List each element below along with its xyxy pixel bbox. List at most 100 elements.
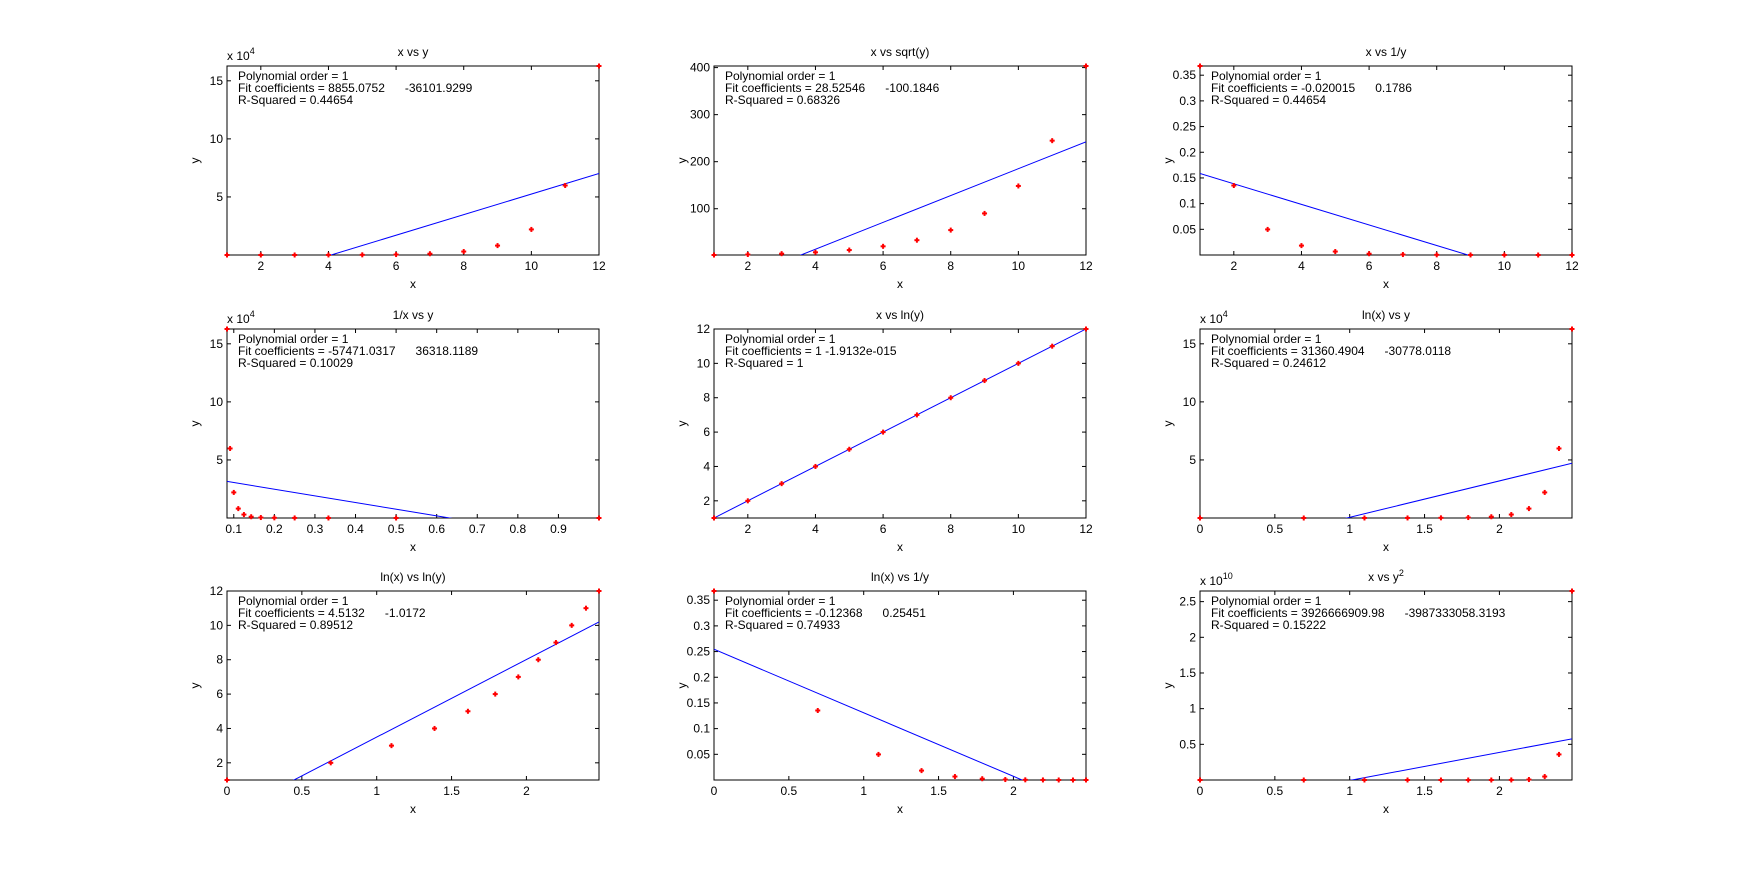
data-point bbox=[328, 760, 334, 766]
x-tick-label: 1 bbox=[373, 784, 380, 798]
y-tick-label: 4 bbox=[703, 459, 710, 473]
y-exponent-label: x 104 bbox=[227, 46, 255, 63]
exponent-base: x 10 bbox=[1200, 312, 1223, 326]
axes-box bbox=[1199, 65, 1573, 256]
x-tick-label: 0.9 bbox=[550, 522, 567, 536]
subplot-9: 0 0.5 1 1.5 2 0.5 1 1.5 2 2.5 x y x vs y2 x 1010 Polyn… bbox=[1161, 568, 1575, 816]
x-tick-label: 0.5 bbox=[1267, 522, 1284, 536]
data-point bbox=[875, 751, 881, 757]
fit-annotation-line: Polynomial order = 1 bbox=[1211, 332, 1322, 346]
exponent-base: x 10 bbox=[1200, 574, 1223, 588]
data-point bbox=[1231, 182, 1237, 188]
fit-annotation-line: Polynomial order = 1 bbox=[725, 332, 836, 346]
data-point bbox=[1508, 777, 1514, 783]
fit-line bbox=[799, 141, 1086, 255]
data-point bbox=[271, 515, 277, 521]
data-point bbox=[711, 252, 717, 258]
fit-annotation-line: R-Squared = 0.44654 bbox=[238, 93, 353, 107]
data-point bbox=[1488, 777, 1494, 783]
x-axis-label: x bbox=[410, 802, 416, 816]
fit-annotation-line: Fit coefficients = 3926666909.98 -398733… bbox=[1211, 606, 1506, 620]
y-tick-label: 300 bbox=[690, 108, 710, 122]
x-axis-label: x bbox=[410, 277, 416, 291]
x-tick-label: 8 bbox=[1433, 259, 1440, 273]
y-axis-label: y bbox=[675, 158, 689, 164]
y-tick-label: 0.1 bbox=[1179, 197, 1196, 211]
subplot-7: 0 0.5 1 1.5 2 2 4 6 8 10 12 x y ln(x) vs ln(y) Polynom… bbox=[188, 570, 602, 816]
data-point bbox=[1569, 588, 1575, 594]
data-point bbox=[1405, 515, 1411, 521]
y-tick-label: 5 bbox=[1189, 453, 1196, 467]
x-tick-label: 0 bbox=[711, 784, 718, 798]
fit-annotation-line: R-Squared = 0.89512 bbox=[238, 618, 353, 632]
data-point bbox=[982, 378, 988, 384]
data-point bbox=[914, 412, 920, 418]
data-point bbox=[1438, 515, 1444, 521]
data-point bbox=[1056, 777, 1062, 783]
exponent-base: x 10 bbox=[227, 312, 250, 326]
data-point bbox=[1535, 252, 1541, 258]
y-axis-label: y bbox=[188, 421, 202, 427]
y-tick-label: 1 bbox=[1189, 702, 1196, 716]
data-point bbox=[1400, 252, 1406, 258]
axes-box bbox=[713, 590, 1087, 781]
data-point bbox=[1361, 777, 1367, 783]
fit-line bbox=[329, 173, 599, 255]
y-tick-label: 0.25 bbox=[687, 645, 711, 659]
x-tick-label: 0.5 bbox=[388, 522, 405, 536]
data-point bbox=[1569, 252, 1575, 258]
x-tick-label: 0.2 bbox=[266, 522, 283, 536]
data-point bbox=[1405, 777, 1411, 783]
data-point bbox=[952, 774, 958, 780]
data-point bbox=[495, 243, 501, 249]
fit-annotation-line: Fit coefficients = -57471.0317 36318.118… bbox=[238, 344, 478, 358]
subplot-6: 0 0.5 1 1.5 2 5 10 15 x y ln(x) vs y x 104 Polynomia… bbox=[1161, 308, 1575, 554]
y-tick-label: 15 bbox=[210, 337, 224, 351]
fit-line bbox=[227, 480, 453, 518]
y-tick-label: 5 bbox=[216, 190, 223, 204]
x-tick-label: 8 bbox=[947, 259, 954, 273]
data-point bbox=[914, 237, 920, 243]
data-point bbox=[1298, 243, 1304, 249]
data-point bbox=[982, 210, 988, 216]
x-tick-label: 4 bbox=[812, 522, 819, 536]
fit-line bbox=[1200, 173, 1470, 255]
x-tick-label: 12 bbox=[1079, 522, 1093, 536]
x-tick-label: 2 bbox=[1496, 522, 1503, 536]
y-axis-label: y bbox=[675, 421, 689, 427]
data-point bbox=[248, 514, 254, 520]
y-tick-label: 2 bbox=[216, 756, 223, 770]
subplot-title: x vs sqrt(y) bbox=[871, 45, 930, 59]
x-tick-label: 1 bbox=[1346, 784, 1353, 798]
subplot-title: 1/x vs y bbox=[393, 308, 434, 322]
y-tick-label: 15 bbox=[1183, 337, 1197, 351]
data-point bbox=[292, 252, 298, 258]
data-point bbox=[553, 640, 559, 646]
data-point bbox=[880, 429, 886, 435]
data-point bbox=[1526, 506, 1532, 512]
data-point bbox=[1556, 445, 1562, 451]
data-point bbox=[745, 251, 751, 257]
x-tick-label: 1 bbox=[1346, 522, 1353, 536]
x-tick-label: 10 bbox=[1012, 522, 1026, 536]
fit-annotation-line: Polynomial order = 1 bbox=[725, 594, 836, 608]
x-axis-label: x bbox=[897, 802, 903, 816]
x-tick-label: 8 bbox=[947, 522, 954, 536]
y-tick-label: 0.2 bbox=[1179, 145, 1196, 159]
data-point bbox=[465, 708, 471, 714]
data-point bbox=[224, 252, 230, 258]
data-point bbox=[224, 326, 230, 332]
axes-box bbox=[1199, 590, 1573, 781]
fit-annotation-line: Polynomial order = 1 bbox=[725, 69, 836, 83]
x-tick-label: 1.5 bbox=[443, 784, 460, 798]
y-axis-label: y bbox=[675, 683, 689, 689]
data-point bbox=[292, 515, 298, 521]
exponent-power: 4 bbox=[250, 309, 255, 319]
axes-box bbox=[226, 328, 600, 519]
data-point bbox=[1265, 226, 1271, 232]
x-tick-label: 4 bbox=[812, 259, 819, 273]
data-point bbox=[1083, 777, 1089, 783]
y-axis-label: y bbox=[1161, 421, 1175, 427]
